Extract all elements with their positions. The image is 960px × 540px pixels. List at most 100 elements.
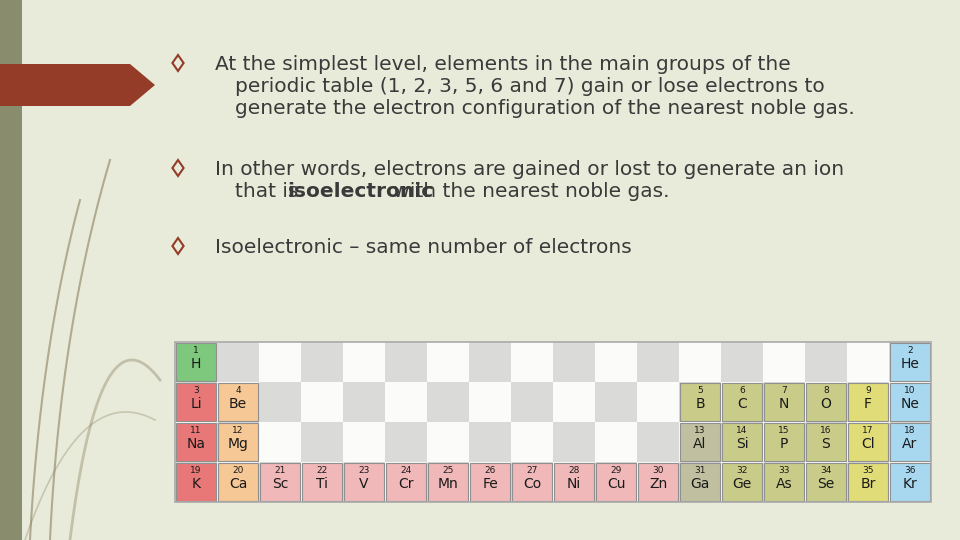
Bar — [385, 342, 427, 382]
Bar — [806, 423, 846, 461]
Text: K: K — [191, 477, 201, 491]
Bar — [637, 462, 679, 502]
Bar — [259, 462, 301, 502]
Bar — [175, 462, 217, 502]
Bar — [343, 342, 385, 382]
Text: Se: Se — [817, 477, 834, 491]
Bar — [679, 342, 721, 382]
Bar — [722, 463, 762, 501]
Bar — [637, 422, 679, 462]
Bar — [890, 463, 930, 501]
Bar — [176, 343, 216, 381]
Bar — [385, 382, 427, 422]
Text: Ti: Ti — [316, 477, 328, 491]
Bar — [217, 382, 259, 422]
Text: 19: 19 — [190, 466, 202, 475]
Bar — [175, 342, 217, 382]
Bar — [596, 463, 636, 501]
Bar — [218, 383, 258, 421]
Text: 11: 11 — [190, 426, 202, 435]
Text: 21: 21 — [275, 466, 286, 475]
Bar — [428, 463, 468, 501]
Bar — [806, 463, 846, 501]
Text: 4: 4 — [235, 386, 241, 395]
Text: with the nearest noble gas.: with the nearest noble gas. — [387, 182, 669, 201]
Text: Cu: Cu — [607, 477, 625, 491]
Bar — [511, 422, 553, 462]
Bar — [427, 342, 469, 382]
Text: 18: 18 — [904, 426, 916, 435]
Bar — [889, 462, 931, 502]
Bar — [427, 462, 469, 502]
Text: Cl: Cl — [861, 437, 875, 451]
Bar — [301, 342, 343, 382]
Bar — [511, 382, 553, 422]
Text: 15: 15 — [779, 426, 790, 435]
Bar — [722, 383, 762, 421]
Bar — [217, 462, 259, 502]
Bar — [553, 342, 595, 382]
Bar — [470, 463, 510, 501]
Bar — [848, 423, 888, 461]
Bar — [218, 423, 258, 461]
Text: 36: 36 — [904, 466, 916, 475]
Text: 33: 33 — [779, 466, 790, 475]
Bar — [595, 462, 637, 502]
Text: 25: 25 — [443, 466, 454, 475]
Bar — [301, 382, 343, 422]
Bar — [217, 422, 259, 462]
Bar — [260, 463, 300, 501]
Bar — [889, 382, 931, 422]
Text: 24: 24 — [400, 466, 412, 475]
Text: Al: Al — [693, 437, 707, 451]
Bar — [176, 383, 216, 421]
Bar — [385, 462, 427, 502]
Bar — [512, 463, 552, 501]
Text: 30: 30 — [652, 466, 663, 475]
Text: F: F — [864, 397, 872, 411]
Text: 9: 9 — [865, 386, 871, 395]
Text: 10: 10 — [904, 386, 916, 395]
Text: At the simplest level, elements in the main groups of the: At the simplest level, elements in the m… — [215, 55, 791, 74]
Bar — [805, 382, 847, 422]
Bar — [847, 422, 889, 462]
Text: 20: 20 — [232, 466, 244, 475]
Text: Mg: Mg — [228, 437, 249, 451]
Bar — [511, 462, 553, 502]
Bar — [301, 462, 343, 502]
Bar — [721, 462, 763, 502]
Bar — [175, 342, 931, 502]
Bar — [679, 382, 721, 422]
Bar — [890, 343, 930, 381]
Text: Cr: Cr — [398, 477, 414, 491]
Bar — [0, 0, 22, 540]
Bar — [427, 422, 469, 462]
Bar — [848, 463, 888, 501]
Text: V: V — [359, 477, 369, 491]
Bar — [638, 463, 678, 501]
Bar — [344, 463, 384, 501]
Text: Li: Li — [190, 397, 202, 411]
Bar — [763, 382, 805, 422]
Text: Kr: Kr — [902, 477, 918, 491]
Text: H: H — [191, 357, 202, 371]
Text: S: S — [822, 437, 830, 451]
Text: 29: 29 — [611, 466, 622, 475]
Text: Ne: Ne — [900, 397, 920, 411]
Bar — [806, 383, 846, 421]
Text: periodic table (1, 2, 3, 5, 6 and 7) gain or lose electrons to: periodic table (1, 2, 3, 5, 6 and 7) gai… — [235, 77, 825, 96]
Bar — [763, 422, 805, 462]
Bar — [469, 382, 511, 422]
Text: Br: Br — [860, 477, 876, 491]
Bar — [890, 383, 930, 421]
Text: that is: that is — [235, 182, 304, 201]
Bar — [680, 463, 720, 501]
Text: Ca: Ca — [228, 477, 247, 491]
Text: Fe: Fe — [482, 477, 498, 491]
Text: Mn: Mn — [438, 477, 458, 491]
Bar — [764, 463, 804, 501]
Text: He: He — [900, 357, 920, 371]
Text: 8: 8 — [823, 386, 828, 395]
Bar — [176, 423, 216, 461]
Text: 12: 12 — [232, 426, 244, 435]
